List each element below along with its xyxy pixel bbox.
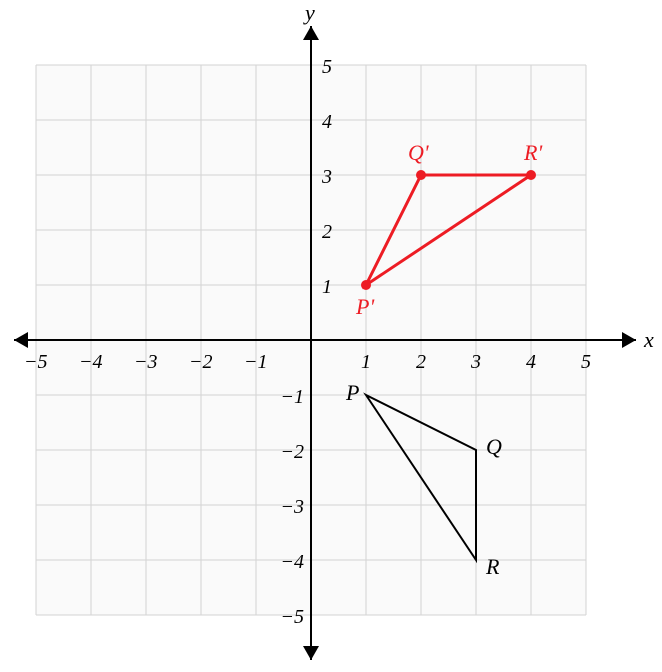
ytick-neg2: −2 — [281, 441, 305, 463]
point-q-prime — [416, 170, 426, 180]
ytick-3: 3 — [321, 166, 332, 188]
ytick-neg1: −1 — [281, 386, 305, 408]
point-r-prime — [526, 170, 536, 180]
xtick-3: 3 — [470, 351, 481, 373]
ytick-5: 5 — [322, 56, 332, 78]
ytick-4: 4 — [322, 111, 332, 133]
ytick-2: 2 — [322, 221, 332, 243]
xtick-2: 2 — [416, 351, 426, 373]
y-axis-label: y — [303, 0, 315, 25]
y-axis-arrow-down — [303, 646, 319, 660]
coordinate-plane-chart: x y −5 −4 −3 −2 −1 1 2 3 4 5 5 4 3 2 1 −… — [0, 0, 662, 672]
xtick-neg2: −2 — [189, 351, 213, 373]
ytick-1: 1 — [322, 276, 332, 298]
xtick-4: 4 — [526, 351, 536, 373]
xtick-1: 1 — [361, 351, 371, 373]
xtick-neg3: −3 — [134, 351, 158, 373]
xtick-5: 5 — [581, 351, 591, 373]
point-label-p-prime: P' — [355, 294, 374, 319]
point-label-r-prime: R' — [523, 140, 542, 165]
xtick-neg1: −1 — [244, 351, 268, 373]
xtick-neg4: −4 — [79, 351, 103, 373]
ytick-neg3: −3 — [281, 496, 305, 518]
point-label-q: Q — [486, 434, 502, 459]
xtick-neg5: −5 — [24, 351, 48, 373]
ytick-neg5: −5 — [281, 606, 305, 628]
x-axis-arrow-right — [622, 332, 636, 348]
point-label-q-prime: Q' — [408, 140, 429, 165]
y-axis-arrow-up — [303, 26, 319, 40]
point-label-p: P — [345, 380, 359, 405]
point-label-r: R — [485, 554, 500, 579]
chart-svg: x y −5 −4 −3 −2 −1 1 2 3 4 5 5 4 3 2 1 −… — [0, 0, 662, 672]
ytick-neg4: −4 — [281, 551, 305, 573]
point-p-prime — [361, 280, 371, 290]
x-axis-arrow-left — [14, 332, 28, 348]
x-axis-label: x — [643, 327, 654, 352]
